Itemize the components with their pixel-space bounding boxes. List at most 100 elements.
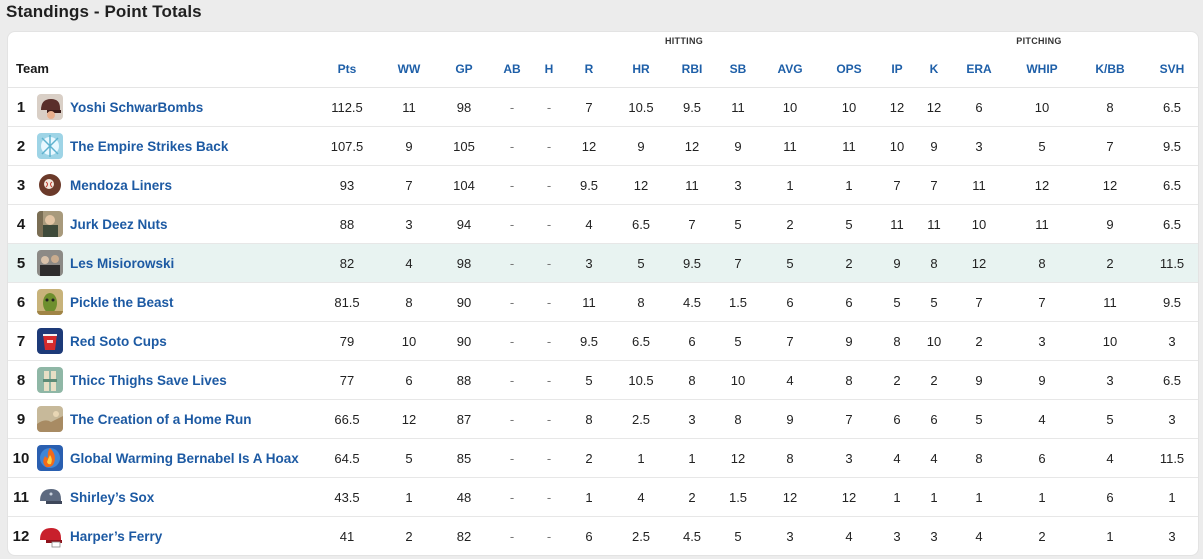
cell-whip: 2 (1038, 529, 1046, 544)
painting-logo[interactable] (37, 406, 63, 432)
column-header-era[interactable]: ERA (966, 62, 992, 76)
team-name-link[interactable]: Red Soto Cups (70, 334, 167, 349)
cell-h: - (546, 451, 552, 466)
column-header-r[interactable]: R (584, 62, 594, 76)
column-header-ip[interactable]: IP (891, 62, 903, 76)
ball-logo[interactable] (37, 172, 63, 198)
team-name-link[interactable]: Jurk Deez Nuts (70, 217, 168, 232)
cell-hr: 10.5 (628, 100, 654, 115)
rank-number: 9 (16, 411, 26, 428)
column-header-sb[interactable]: SB (729, 62, 747, 76)
cell-ww: 2 (405, 529, 413, 544)
cell-ip: 10 (889, 139, 905, 154)
crowd-logo[interactable] (37, 250, 63, 276)
cell-pts: 43.5 (334, 490, 360, 505)
cell-k: 10 (926, 334, 942, 349)
table-row: 8 Thicc Thighs Save Lives 77 6 88 - - 5 10.5 8 10 4… (8, 361, 1198, 400)
cell-pts: 107.5 (330, 139, 364, 154)
column-header-ops[interactable]: OPS (836, 62, 862, 76)
team-name-link[interactable]: Global Warming Bernabel Is A Hoax (70, 451, 299, 466)
cell-hr: 6.5 (631, 217, 651, 232)
team-name-link[interactable]: The Empire Strikes Back (70, 139, 229, 154)
cell-whip: 9 (1038, 373, 1046, 388)
cell-whip: 1 (1038, 490, 1046, 505)
cell-era: 6 (975, 100, 983, 115)
table-row: 11 Shirley’s Sox 43.5 1 48- -1 4 2 1.5 12 12 1 1 1 1 6 1 (8, 478, 1198, 517)
cell-rbi: 1 (688, 451, 696, 466)
cell-ip: 12 (889, 100, 905, 115)
cell-h: - (546, 295, 552, 310)
cell-r: 2 (585, 451, 593, 466)
helmet-logo[interactable] (37, 94, 63, 120)
table-body: 1 Yoshi SchwarBombs 112.5 11 98- -7 10.5 9.5 11 1… (8, 88, 1198, 555)
cell-r: 3 (585, 256, 593, 271)
team-name-link[interactable]: Yoshi SchwarBombs (70, 100, 204, 115)
table-row: 6 Pickle the Beast 81.5 8 90 - - 11 8 4.5 1.5 6 6 5 5 7… (8, 283, 1198, 322)
player-logo[interactable] (37, 367, 63, 393)
cell-r: 12 (581, 139, 597, 154)
cell-sb: 3 (734, 178, 742, 193)
column-header-ab[interactable]: AB (503, 62, 521, 76)
cell-ip: 4 (893, 451, 901, 466)
cup-logo[interactable] (37, 328, 63, 354)
cell-rbi: 7 (688, 217, 696, 232)
cell-ip: 1 (893, 490, 901, 505)
helmet-red-logo[interactable] (37, 523, 63, 549)
cell-gp: 88 (456, 373, 472, 388)
cell-sb: 11 (731, 100, 745, 115)
cell-ww: 8 (405, 295, 413, 310)
column-header-rbi[interactable]: RBI (681, 62, 703, 76)
cell-avg: 2 (786, 217, 794, 232)
rank-number: 1 (16, 99, 26, 116)
cell-rbi: 2 (688, 490, 696, 505)
fire-logo[interactable] (37, 445, 63, 471)
cell-sb: 7 (734, 256, 742, 271)
cell-kbb: 3 (1106, 373, 1114, 388)
team-name-link[interactable]: Les Misiorowski (70, 256, 175, 271)
cell-era: 8 (975, 451, 983, 466)
helmet-gray-logo[interactable] (37, 484, 63, 510)
cell-whip: 10 (1034, 100, 1050, 115)
cell-avg: 7 (786, 334, 794, 349)
cell-ab: - (509, 412, 515, 427)
column-header-svh[interactable]: SVH (1159, 62, 1185, 76)
cell-k: 3 (930, 529, 938, 544)
cell-k: 12 (926, 100, 942, 115)
column-header-k[interactable]: K (929, 62, 939, 76)
cell-whip: 11 (1035, 217, 1049, 232)
cell-avg: 5 (786, 256, 794, 271)
team-name-link[interactable]: The Creation of a Home Run (70, 412, 252, 427)
cell-kbb: 6 (1106, 490, 1114, 505)
cell-k: 7 (930, 178, 938, 193)
cell-ab: - (509, 529, 515, 544)
cell-ab: - (509, 217, 515, 232)
team-name-link[interactable]: Pickle the Beast (70, 295, 174, 310)
column-header-avg[interactable]: AVG (777, 62, 803, 76)
cell-svh: 11.5 (1159, 256, 1185, 271)
ice-logo[interactable] (37, 133, 63, 159)
cell-avg: 8 (786, 451, 794, 466)
column-header-hr[interactable]: HR (632, 62, 650, 76)
cell-ab: - (509, 100, 515, 115)
pickle-logo[interactable] (37, 289, 63, 315)
team-name-link[interactable]: Mendoza Liners (70, 178, 173, 193)
team-name-link[interactable]: Shirley’s Sox (70, 490, 155, 505)
cell-ww: 4 (405, 256, 413, 271)
column-header-team[interactable]: Team (16, 61, 49, 76)
team-name-link[interactable]: Harper’s Ferry (70, 529, 163, 544)
column-header-whip[interactable]: WHIP (1026, 62, 1058, 76)
cell-hr: 6.5 (631, 334, 651, 349)
cell-k: 5 (930, 295, 938, 310)
column-header-kbb[interactable]: K/BB (1095, 62, 1125, 76)
cell-r: 6 (585, 529, 593, 544)
cell-hr: 4 (637, 490, 645, 505)
cell-hr: 2.5 (631, 529, 651, 544)
column-header-gp[interactable]: GP (455, 62, 473, 76)
cell-sb: 12 (730, 451, 746, 466)
column-header-h[interactable]: H (544, 62, 554, 76)
column-header-pts[interactable]: Pts (337, 62, 357, 76)
photo-logo[interactable] (37, 211, 63, 237)
column-header-ww[interactable]: WW (397, 62, 421, 76)
cell-ab: - (509, 139, 515, 154)
team-name-link[interactable]: Thicc Thighs Save Lives (70, 373, 227, 388)
